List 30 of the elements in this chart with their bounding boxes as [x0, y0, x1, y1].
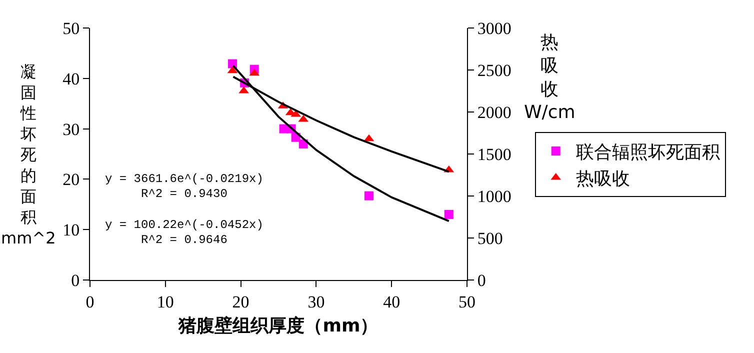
x-tick-label: 0: [86, 292, 94, 312]
annotation: y = 3661.6e^(-0.0219x): [105, 172, 264, 186]
legend-label: 热吸收: [576, 168, 630, 190]
y-tick-label: 0: [71, 270, 80, 290]
y2-tick-label: 2500: [477, 60, 512, 80]
y2-tick-label: 2000: [477, 102, 512, 122]
y-tick-label: 40: [62, 69, 80, 88]
y-tick-label: 50: [62, 18, 80, 38]
y2-tick-label: 1000: [477, 186, 512, 206]
y2-tick-label: 0: [477, 270, 486, 290]
x-tick-label: 50: [458, 292, 476, 312]
point: [364, 191, 374, 200]
annotation: y = 100.22e^(-0.0452x): [105, 218, 264, 232]
x-tick-label: 20: [232, 292, 250, 312]
x-tick-label: 30: [308, 292, 325, 312]
annotation: R^2 = 0.9430: [141, 187, 228, 201]
legend-label: 联合辐照坏死面积: [576, 142, 720, 164]
y2-axis-title: 热吸收W/cm: [524, 32, 576, 124]
text: 凝固性坏死的面积mm^2: [1, 62, 56, 248]
y-tick-label: 10: [62, 220, 80, 240]
y2-tick-label: 1500: [477, 144, 512, 164]
x-tick-label: 10: [156, 292, 174, 312]
y2-tick-label: 3000: [477, 18, 512, 38]
point: [444, 210, 454, 219]
y-tick-label: 30: [62, 120, 80, 139]
annotation: R^2 = 0.9646: [141, 233, 228, 247]
y-tick-label: 20: [62, 170, 80, 190]
x-axis-title: 猪腹壁组织厚度（mm）: [178, 316, 378, 336]
x-tick-label: 40: [383, 292, 400, 312]
y2-tick-label: 500: [477, 228, 503, 248]
